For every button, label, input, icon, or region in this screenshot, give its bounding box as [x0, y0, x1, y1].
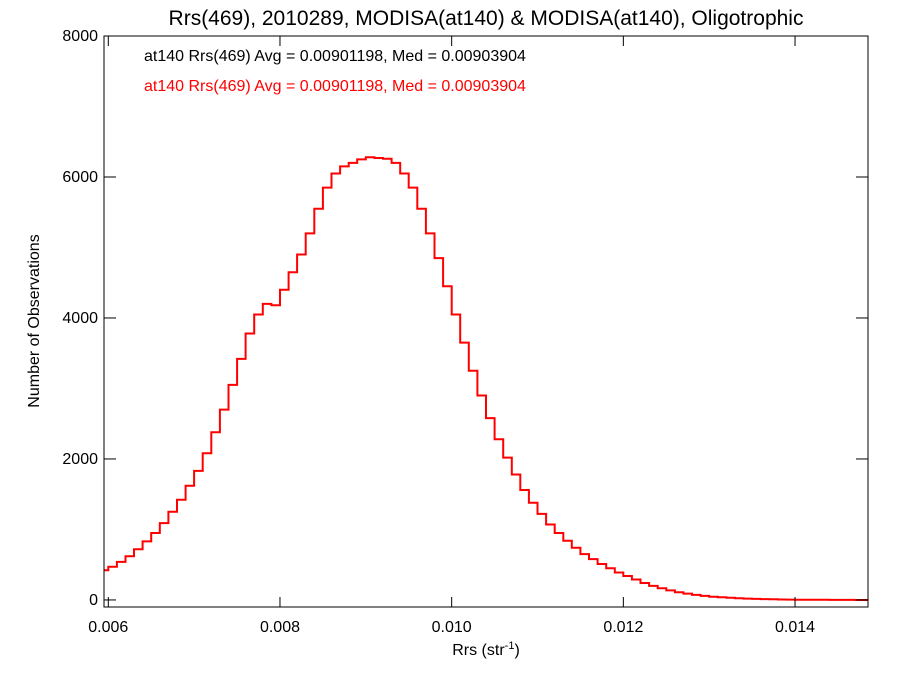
y-tick-label: 0: [89, 592, 98, 609]
y-axis-label: Number of Observations: [26, 234, 43, 407]
x-axis-label-main: Rrs (str: [452, 642, 505, 659]
annotation-line-1: at140 Rrs(469) Avg = 0.00901198, Med = 0…: [144, 48, 526, 65]
x-tick-label: 0.014: [775, 619, 815, 636]
x-tick-label: 0.008: [260, 619, 300, 636]
x-tick-label: 0.006: [88, 619, 128, 636]
y-tick-label: 2000: [62, 451, 98, 468]
plot-frame: [103, 35, 869, 608]
histogram-series-line: [104, 156, 868, 601]
chart-title: Rrs(469), 2010289, MODISA(at140) & MODIS…: [169, 7, 804, 30]
y-tick-label: 4000: [62, 310, 98, 327]
y-tick-label: 8000: [62, 28, 98, 45]
x-axis-label-end: ): [514, 642, 519, 659]
annotation-line-2: at140 Rrs(469) Avg = 0.00901198, Med = 0…: [144, 78, 526, 95]
x-axis-label-superscript: -1: [505, 640, 515, 652]
y-tick-label: 6000: [62, 169, 98, 186]
x-tick-label: 0.010: [432, 619, 472, 636]
x-axis-label: Rrs (str-1): [452, 640, 520, 659]
x-tick-label: 0.012: [603, 619, 643, 636]
